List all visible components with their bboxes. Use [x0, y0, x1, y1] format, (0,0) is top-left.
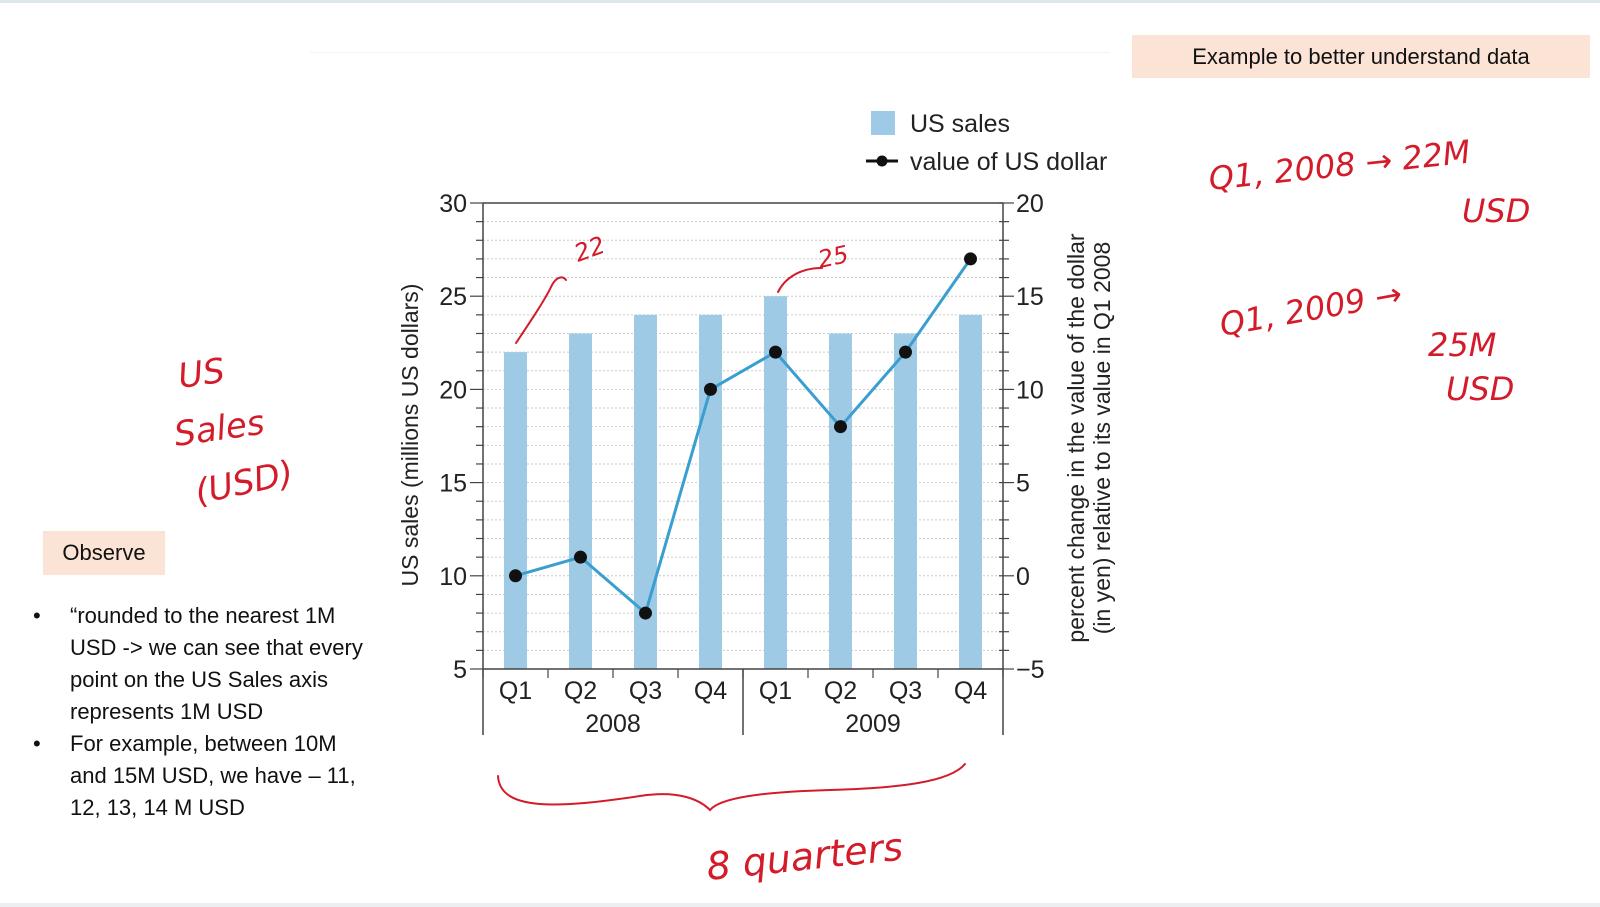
observe-callout-label: Observe	[62, 540, 146, 565]
hw-q1-2009-line3: USD	[1446, 370, 1514, 408]
x-tick-label: Q1	[759, 677, 792, 705]
bar-us-sales	[829, 333, 852, 669]
y-axis-title: US sales (millions US dollars)	[397, 284, 423, 587]
x-tick-label: Q4	[954, 677, 987, 705]
hw-q1-2009-line1: Q1, 2009 →	[1217, 274, 1405, 343]
line-point-value-of-dollar	[834, 420, 847, 434]
legend-swatch-us-sales	[871, 111, 895, 135]
bar-us-sales	[504, 352, 527, 669]
legend-label-dollar: value of US dollar	[910, 148, 1107, 176]
chart-gridlines	[483, 221, 1003, 651]
example-callout: Example to better understand data	[1132, 35, 1590, 78]
bar-us-sales	[569, 333, 592, 669]
hw-q1-2008-line2: USD	[1462, 192, 1530, 230]
line-point-value-of-dollar	[769, 345, 782, 359]
y-tick-label: 10	[439, 563, 467, 591]
bar-us-sales	[764, 296, 787, 669]
bar-us-sales	[699, 314, 722, 669]
hw-q1-2008-line1: Q1, 2008 → 22M	[1207, 133, 1472, 198]
y2-tick-label: 10	[1016, 376, 1044, 404]
handwritten-annotations	[497, 267, 966, 812]
y2-axis-title-line2: (in yen) relative to its value in Q1 200…	[1089, 242, 1115, 634]
line-point-value-of-dollar	[639, 606, 652, 620]
top-rule	[0, 0, 1600, 3]
x-tick-label: Q3	[629, 677, 662, 705]
line-point-value-of-dollar	[899, 345, 912, 359]
x-group-label: 2009	[845, 710, 901, 738]
chart-bars	[504, 296, 982, 669]
note-item-1: “rounded to the nearest 1M USD -> we can…	[30, 600, 370, 728]
x-tick-label: Q2	[564, 677, 597, 705]
y2-tick-label: −5	[1016, 656, 1045, 684]
pointer-line-q1-2009	[777, 267, 823, 293]
hw-bar-label-25: 25	[815, 240, 851, 274]
x-tick-label: Q1	[499, 677, 532, 705]
example-callout-label: Example to better understand data	[1192, 43, 1530, 69]
x-tick-label: Q3	[889, 677, 922, 705]
pointer-line-q1-2008	[515, 276, 567, 344]
bottom-rule	[0, 903, 1600, 907]
y-tick-label: 20	[439, 376, 467, 404]
y-tick-label: 15	[439, 470, 467, 498]
header-divider	[310, 52, 1110, 53]
hw-bar-label-22: 22	[570, 231, 608, 268]
y2-axis-title-line1: percent change in the value of the dolla…	[1063, 233, 1089, 643]
chart-ticks: 5 10 15 20 25 30 −5 0 5 10 15 20 Q1 Q2 Q3 Q4 Q1 Q2 Q3 Q4 200…	[439, 190, 1044, 738]
bar-us-sales	[959, 314, 982, 669]
chart-legend: US sales value of US dollar	[866, 110, 1107, 176]
y2-tick-label: 15	[1016, 283, 1044, 311]
y-tick-label: 25	[439, 283, 467, 311]
legend-label-us-sales: US sales	[910, 110, 1010, 138]
line-point-value-of-dollar	[704, 382, 717, 396]
y2-tick-label: 0	[1016, 563, 1030, 591]
chart-axes	[482, 202, 1004, 735]
observe-callout: Observe	[43, 531, 165, 575]
y-tick-label: 5	[453, 656, 467, 684]
legend-marker-dollar	[876, 155, 888, 167]
hw-q1-2009-line2: 25M	[1428, 326, 1496, 364]
bar-us-sales	[894, 333, 917, 669]
line-point-value-of-dollar	[509, 569, 522, 583]
y2-tick-label: 20	[1016, 190, 1044, 218]
x-tick-label: Q4	[694, 677, 727, 705]
line-point-value-of-dollar	[574, 550, 587, 564]
line-value-of-dollar	[515, 258, 972, 616]
chart-line-series	[509, 252, 977, 620]
x-tick-label: Q2	[824, 677, 857, 705]
x-group-label: 2008	[585, 710, 641, 738]
y2-tick-label: 5	[1016, 470, 1030, 498]
bar-us-sales	[634, 314, 657, 669]
hw-left-line1: US	[176, 351, 228, 397]
quarters-brace	[497, 763, 966, 812]
note-item-2: For example, between 10M and 15M USD, we…	[30, 728, 370, 824]
hw-left-line2: Sales	[172, 403, 267, 455]
y-tick-label: 30	[439, 190, 467, 218]
observation-notes: “rounded to the nearest 1M USD -> we can…	[30, 600, 370, 824]
hw-left-line3: (USD)	[192, 453, 297, 513]
line-point-value-of-dollar	[964, 252, 977, 266]
hw-brace-label: 8 quarters	[704, 825, 905, 889]
